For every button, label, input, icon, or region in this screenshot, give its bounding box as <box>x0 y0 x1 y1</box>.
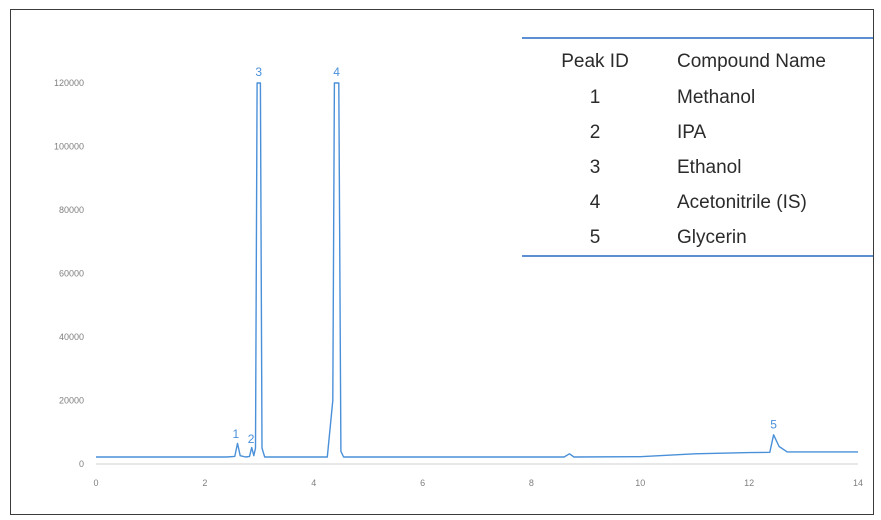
x-tick-label: 2 <box>202 478 207 488</box>
x-tick-labels: 0 2 4 6 8 10 12 14 <box>93 478 863 488</box>
chromatogram-line <box>96 82 858 458</box>
x-tick-label: 10 <box>635 478 645 488</box>
peak-labels: 1 23 45 <box>233 65 778 446</box>
legend-row-1-id: 1 <box>590 87 601 108</box>
peak-label-5: 5 <box>770 418 777 432</box>
peak-legend-table: Peak ID Compound Name 1 Methanol 2 IPA 3… <box>522 37 873 257</box>
x-tick-label: 14 <box>853 478 863 488</box>
y-tick-label: 80000 <box>59 205 84 215</box>
legend-row-1-name: Methanol <box>677 87 755 108</box>
x-tick-label: 8 <box>529 478 534 488</box>
x-tick-label: 12 <box>744 478 754 488</box>
chromatogram-chart: 0 20000 40000 60000 80000 100000 120000 0 2 4 6 8 1… <box>54 37 873 488</box>
peak-label-2: 2 <box>248 432 255 446</box>
y-tick-labels: 0 20000 40000 60000 80000 100000 120000 <box>54 78 84 469</box>
x-tick-label: 0 <box>93 478 98 488</box>
legend-header-peak-id: Peak ID <box>561 51 629 72</box>
y-tick-label: 0 <box>79 459 84 469</box>
peak-label-3: 3 <box>255 65 262 79</box>
legend-row-2-name: IPA <box>677 122 707 143</box>
y-tick-label: 100000 <box>54 142 84 152</box>
legend-row-5-id: 5 <box>590 227 601 248</box>
x-tick-label: 4 <box>311 478 316 488</box>
legend-row-2-id: 2 <box>590 122 601 143</box>
chart-frame: 0 20000 40000 60000 80000 100000 120000 0 2 4 6 8 1… <box>10 9 874 515</box>
y-tick-label: 60000 <box>59 269 84 279</box>
legend-row-5-name: Glycerin <box>677 227 747 248</box>
legend-row-4-name: Acetonitrile (IS) <box>677 192 807 213</box>
legend-row-4-id: 4 <box>590 192 601 213</box>
legend-row-3-name: Ethanol <box>677 157 741 178</box>
legend-header-compound: Compound Name <box>677 51 826 72</box>
y-tick-label: 20000 <box>59 396 84 406</box>
legend-row-3-id: 3 <box>590 157 601 178</box>
peak-label-1: 1 <box>233 427 240 441</box>
x-tick-label: 6 <box>420 478 425 488</box>
y-tick-label: 40000 <box>59 332 84 342</box>
peak-label-4: 4 <box>333 65 340 79</box>
y-tick-label: 120000 <box>54 78 84 88</box>
